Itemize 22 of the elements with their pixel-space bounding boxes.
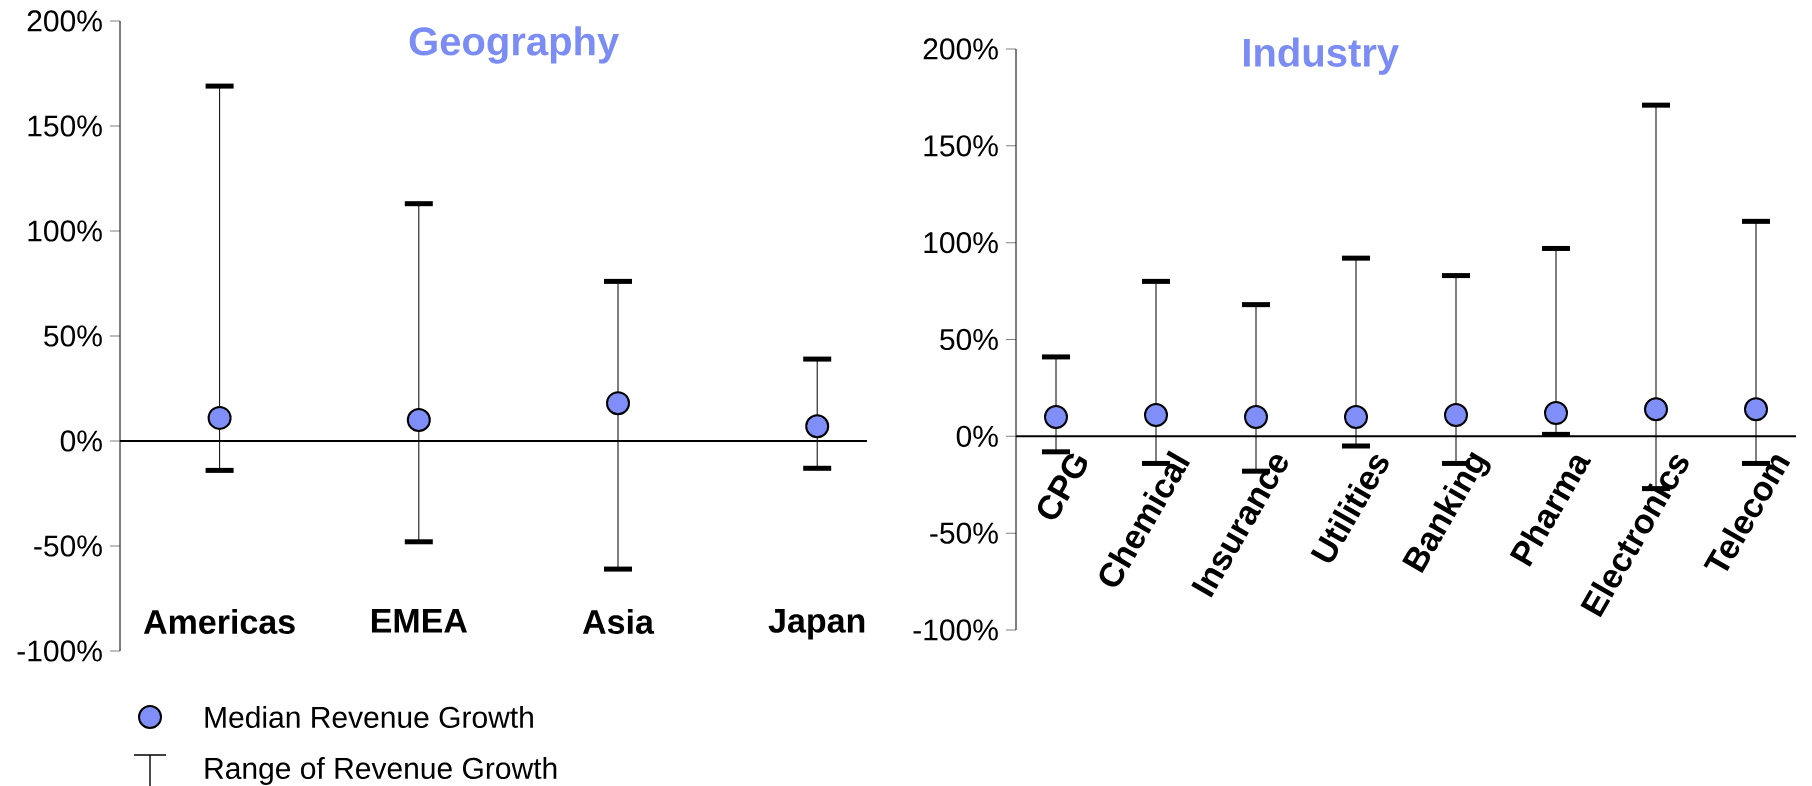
text: Range of Revenue Growth xyxy=(205,757,557,785)
y-tick-label: 150% xyxy=(28,115,102,137)
y-tick-label: -50% xyxy=(930,522,998,544)
y-tick-label: -100% xyxy=(17,640,102,662)
y-tick-label: 0% xyxy=(956,425,998,447)
x-tick-label: Japan xyxy=(768,609,865,640)
y-tick-label: 100% xyxy=(28,220,102,242)
y-tick-label: -100% xyxy=(913,619,998,641)
legend-label: Median Revenue Growth xyxy=(205,705,533,728)
x-tick-label: EMEA xyxy=(371,609,468,633)
x-tick-label: Asia xyxy=(582,609,655,635)
chart-title: Industry xyxy=(1243,37,1399,75)
y-tick-label: 100% xyxy=(924,232,998,254)
y-tick-label: 200% xyxy=(27,10,102,32)
x-tick-label: Americas xyxy=(143,609,295,635)
y-tick-label: 200% xyxy=(923,38,998,60)
chart-title: Geography xyxy=(409,26,620,64)
y-tick-label: 50% xyxy=(940,328,998,351)
y-tick-label: -50% xyxy=(34,535,102,557)
y-tick-label: 150% xyxy=(924,135,998,157)
y-tick-label: 50% xyxy=(44,325,102,347)
y-tick-label: 0% xyxy=(60,430,102,452)
